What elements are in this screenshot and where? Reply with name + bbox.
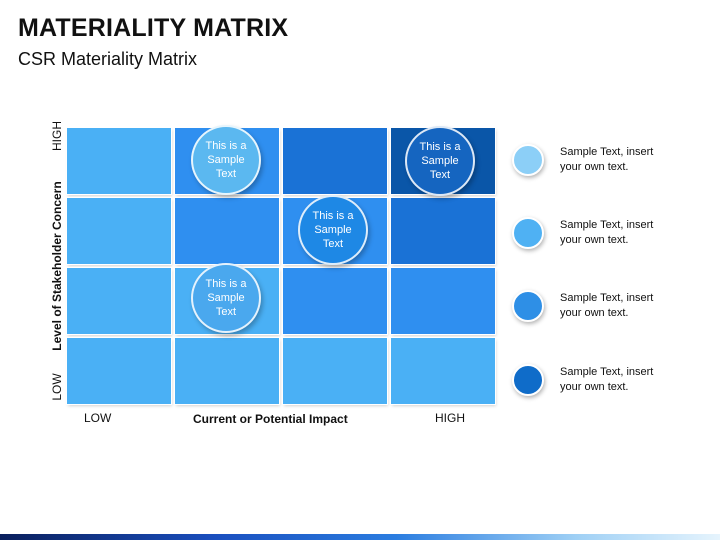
issue-bubble-label: This is a Sample Text	[419, 141, 461, 181]
y-axis-high-label: HIGH	[50, 121, 64, 151]
x-axis-label: Current or Potential Impact	[193, 412, 348, 426]
legend-dot-icon	[512, 290, 544, 322]
page-subtitle: CSR Materiality Matrix	[18, 49, 198, 69]
matrix-cell	[67, 338, 171, 404]
legend-text: Sample Text, insert your own text.	[560, 219, 654, 246]
issue-bubble: This is a Sample Text	[405, 126, 475, 196]
legend-dot-icon	[512, 364, 544, 396]
issue-bubble-label: This is a Sample Text	[205, 278, 247, 318]
matrix-cell	[283, 338, 387, 404]
matrix-cell	[175, 198, 279, 264]
legend-item: Sample Text, insert your own text.	[512, 360, 712, 400]
legend-item: Sample Text, insert your own text.	[512, 286, 712, 326]
matrix-cell	[391, 268, 495, 334]
issue-bubble: This is a Sample Text	[298, 195, 368, 265]
footer-gradient-bar	[0, 534, 720, 540]
matrix-cell	[175, 338, 279, 404]
page-title: MATERIALITY MATRIX	[18, 14, 289, 42]
legend-item: Sample Text, insert your own text.	[512, 140, 712, 180]
matrix-cell	[391, 198, 495, 264]
legend-item: Sample Text, insert your own text.	[512, 213, 712, 253]
matrix-cell	[67, 198, 171, 264]
issue-bubble: This is a Sample Text	[191, 125, 261, 195]
issue-bubble: This is a Sample Text	[191, 263, 261, 333]
y-axis-label: Level of Stakeholder Concern	[50, 181, 64, 351]
matrix-cell	[67, 268, 171, 334]
legend-text: Sample Text, insert your own text.	[560, 366, 654, 393]
issue-bubble-label: This is a Sample Text	[312, 210, 354, 250]
legend-text: Sample Text, insert your own text.	[560, 146, 654, 173]
matrix-cell	[283, 128, 387, 194]
legend-dot-icon	[512, 217, 544, 249]
issue-bubble-label: This is a Sample Text	[205, 140, 247, 180]
legend-dot-icon	[512, 144, 544, 176]
legend-text: Sample Text, insert your own text.	[560, 292, 654, 319]
materiality-grid: This is a Sample Text This is a Sample T…	[67, 125, 495, 406]
x-axis-low-label: LOW	[84, 411, 112, 425]
y-axis-low-label: LOW	[50, 373, 64, 401]
matrix-cell	[67, 128, 171, 194]
x-axis-high-label: HIGH	[435, 411, 465, 425]
matrix-cell	[391, 338, 495, 404]
matrix-cell	[283, 268, 387, 334]
